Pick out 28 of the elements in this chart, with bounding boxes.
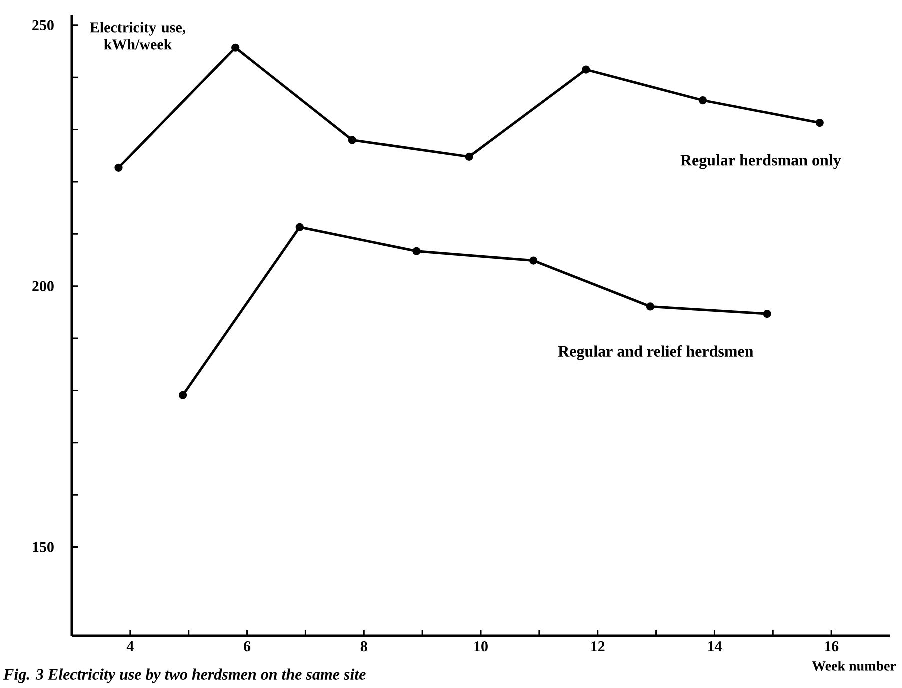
point <box>296 223 304 232</box>
x-tick-label: 16 <box>825 642 839 652</box>
point <box>582 66 590 74</box>
y-tick-label: 250 <box>32 20 54 30</box>
series-label: Regular and relief herdsmen <box>558 346 754 360</box>
point <box>763 310 772 318</box>
y-tick-label: 150 <box>33 542 54 552</box>
x-tick-label: 14 <box>708 642 722 652</box>
point <box>465 152 474 161</box>
point <box>412 247 421 256</box>
x-axis-title: Week number <box>812 661 896 671</box>
text: Regular herdsman only <box>680 154 842 170</box>
point <box>178 391 188 400</box>
x-tick-label: 12 <box>592 642 605 652</box>
y-tick-label: 200 <box>32 281 54 292</box>
x-tick-label: 10 <box>474 642 488 652</box>
y-axis-title: Electricity use, kWh/week <box>90 22 186 50</box>
point <box>348 136 357 144</box>
x-tick-label: 6 <box>244 642 251 652</box>
point <box>530 256 538 265</box>
x-tick-label: 4 <box>126 642 134 652</box>
x-tick-label: 8 <box>360 642 368 652</box>
caption: Fig. 3 Electricity use by two herdsmen on the same site <box>4 668 366 684</box>
point <box>232 44 240 52</box>
point <box>114 164 123 172</box>
point <box>698 96 708 105</box>
point <box>646 302 654 311</box>
point <box>816 118 824 128</box>
